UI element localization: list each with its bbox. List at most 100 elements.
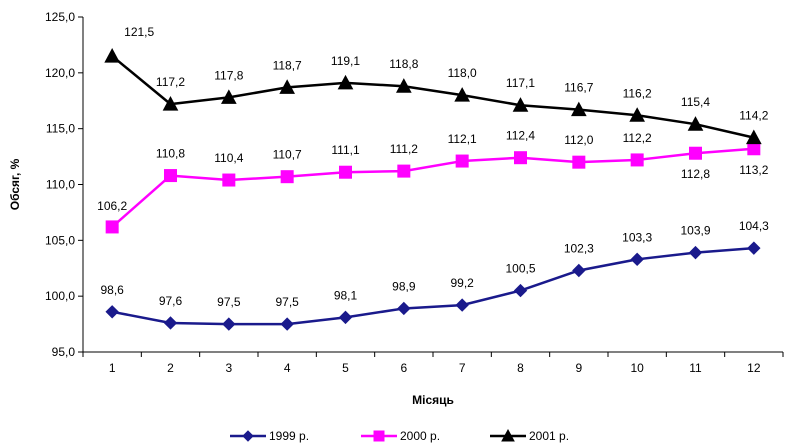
y-tick-label: 100,0	[45, 289, 75, 303]
data-label: 112,2	[623, 131, 652, 145]
data-point	[164, 169, 177, 183]
data-label: 106,2	[97, 199, 127, 213]
data-point	[513, 283, 528, 298]
data-label: 110,8	[156, 147, 185, 161]
data-point	[572, 263, 586, 278]
data-point	[395, 78, 412, 93]
legend-marker	[501, 428, 515, 442]
x-tick-label: 11	[689, 361, 702, 375]
data-point	[222, 173, 236, 187]
data-label: 100,5	[505, 262, 535, 276]
data-point	[337, 74, 354, 90]
data-point	[163, 316, 178, 330]
data-label: 110,4	[214, 151, 243, 165]
series-line	[111, 55, 755, 139]
data-point	[222, 317, 236, 331]
data-point	[747, 241, 761, 255]
data-point	[397, 301, 411, 316]
data-label: 117,1	[506, 76, 535, 90]
data-point	[454, 87, 471, 102]
y-axis-title: Обсяг, %	[8, 158, 22, 210]
series-line	[111, 147, 754, 228]
x-tick-label: 6	[400, 361, 407, 375]
series-line	[111, 246, 754, 326]
series-2	[105, 142, 761, 234]
series-layer	[104, 48, 762, 331]
legend-label: 1999 р.	[269, 429, 309, 443]
data-point	[688, 245, 703, 260]
data-label: 113,2	[739, 163, 768, 177]
data-point	[279, 79, 296, 94]
legend-label: 2001 р.	[529, 429, 569, 443]
y-tick-label: 125,0	[45, 10, 75, 24]
data-labels: 98,6 97,6 97,5 97,5 98,1 98,9 99,2 100,5 102,3 10…	[97, 25, 769, 309]
data-point	[747, 142, 761, 156]
data-label: 118,0	[448, 66, 477, 80]
data-label: 110,7	[273, 148, 302, 162]
data-label: 118,7	[273, 58, 302, 72]
data-label: 116,2	[623, 86, 652, 100]
series-1	[105, 241, 761, 331]
legend-marker	[373, 430, 385, 442]
data-label: 118,8	[389, 57, 418, 71]
data-label: 112,0	[564, 133, 593, 147]
legend-item: 2000 р.	[361, 429, 440, 443]
data-point	[630, 252, 644, 267]
data-label: 102,3	[564, 241, 594, 255]
y-tick-label: 120,0	[45, 66, 75, 80]
data-label: 98,1	[334, 288, 358, 302]
data-label: 103,3	[622, 230, 652, 244]
data-label: 98,6	[100, 283, 124, 297]
data-point	[338, 310, 353, 325]
y-tick-label: 105,0	[45, 233, 75, 247]
data-point	[162, 96, 179, 111]
x-tick-label: 2	[167, 361, 174, 375]
x-tick-label: 5	[342, 361, 349, 375]
data-point	[455, 298, 469, 312]
data-label: 114,2	[739, 109, 768, 123]
data-label: 97,5	[275, 295, 299, 309]
x-tick-label: 3	[225, 361, 232, 375]
data-point	[455, 154, 469, 168]
y-tick-label: 95,0	[52, 345, 76, 359]
data-label: 111,1	[331, 143, 360, 157]
legend-item: 2001 р.	[490, 428, 569, 443]
data-label: 112,4	[506, 129, 535, 143]
data-point	[514, 151, 527, 165]
data-label: 103,9	[680, 224, 710, 238]
data-label: 97,5	[217, 295, 241, 309]
data-point	[339, 165, 352, 179]
data-label: 98,9	[392, 279, 416, 293]
legend: 1999 р. 2000 р. 2001 р.	[230, 428, 569, 443]
legend-label: 2000 р.	[400, 429, 440, 443]
data-label: 121,5	[124, 25, 154, 39]
x-tick-label: 8	[517, 361, 524, 375]
data-point	[105, 220, 119, 234]
x-tick-label: 1	[109, 361, 116, 375]
x-tick-label: 7	[459, 361, 466, 375]
legend-marker	[242, 430, 254, 442]
x-tick-label: 9	[575, 361, 582, 375]
x-tick-label: 10	[630, 361, 644, 375]
data-point	[572, 155, 586, 169]
y-tick-label: 115,0	[46, 122, 75, 136]
data-label: 116,7	[564, 81, 593, 95]
data-point	[397, 164, 411, 178]
y-tick-label: 110,0	[46, 178, 75, 192]
data-point	[104, 48, 121, 63]
data-point	[220, 89, 237, 104]
data-label: 112,1	[448, 132, 477, 146]
data-label: 119,1	[331, 54, 360, 68]
data-label: 111,2	[390, 142, 419, 156]
data-label: 97,6	[159, 294, 183, 308]
data-label: 112,8	[681, 167, 710, 181]
x-axis-title: Місяць	[412, 393, 454, 407]
data-point	[745, 129, 762, 145]
data-point	[280, 317, 294, 331]
data-label: 115,4	[681, 95, 710, 109]
x-tick-label: 12	[747, 361, 761, 375]
data-point	[689, 146, 702, 160]
x-tick-label: 4	[284, 361, 291, 375]
data-point	[512, 97, 529, 112]
